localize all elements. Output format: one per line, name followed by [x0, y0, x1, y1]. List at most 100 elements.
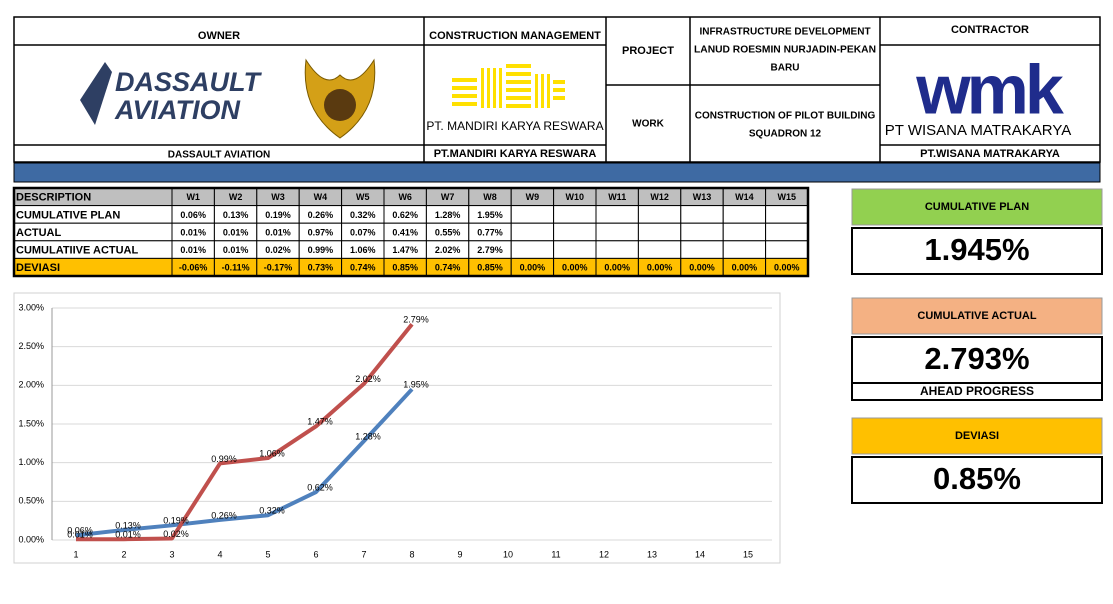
table-cell	[510, 205, 555, 224]
data-label: 1.47%	[307, 417, 333, 427]
table-cell	[553, 240, 597, 259]
table-cell	[553, 222, 597, 242]
chart-frame	[13, 292, 781, 564]
table-text: 0.00%	[647, 263, 673, 273]
data-label: 0.19%	[163, 516, 189, 526]
kpi-header	[851, 417, 1103, 455]
table-header: W15	[778, 192, 797, 202]
table-cell	[637, 240, 682, 259]
table-text: 0.00%	[689, 263, 715, 273]
table-text: CUMULATIIVE ACTUAL	[16, 245, 138, 257]
data-label: 2.79%	[403, 315, 429, 325]
kpi-box	[851, 227, 1103, 275]
data-label: 0.01%	[115, 530, 141, 540]
table-cell	[680, 222, 724, 242]
series-line	[76, 322, 414, 542]
kpi-label: CUMULATIVE PLAN	[925, 201, 1029, 213]
table-header: DESCRIPTION	[16, 192, 91, 204]
table-cell	[680, 240, 724, 259]
table-header: W9	[526, 192, 540, 202]
table-text: 1.06%	[350, 245, 376, 255]
x-tick-label: 6	[313, 549, 318, 559]
dassault-logo: DASSAULT AVIATION	[80, 62, 263, 125]
table-cell	[722, 205, 767, 224]
table-text: 1.47%	[392, 245, 418, 255]
logo-text: wmk	[915, 50, 1064, 128]
x-tick-label: 5	[265, 549, 270, 559]
kpi-label: DEVIASI	[955, 430, 999, 442]
y-tick-label: 1.50%	[18, 418, 44, 428]
table-text: 0.00%	[774, 263, 800, 273]
contractor-name: PT.WISANA MATRAKARYA	[920, 148, 1060, 160]
table-text: ACTUAL	[16, 227, 61, 239]
table-text: 0.01%	[180, 227, 206, 237]
table-text: CUMULATIVE PLAN	[16, 209, 120, 221]
logo-text: PT WISANA MATRAKARYA	[885, 122, 1071, 139]
table-text: 0.00%	[520, 263, 546, 273]
kpi-header	[851, 297, 1103, 335]
table-text: 0.00%	[604, 263, 630, 273]
x-tick-label: 14	[695, 549, 705, 559]
kpi-box	[851, 456, 1103, 504]
table-text: 0.07%	[350, 227, 376, 237]
header-frame	[13, 16, 1101, 163]
table-cell	[765, 240, 809, 259]
table-header: W12	[650, 192, 669, 202]
table-header: W2	[229, 192, 243, 202]
table-border	[12, 186, 810, 278]
project-label: PROJECT	[622, 45, 674, 57]
y-tick-label: 0.00%	[18, 534, 44, 544]
table-text: -0.11%	[222, 263, 250, 273]
project-line: LANUD ROESMIN NURJADIN-PEKAN	[694, 45, 876, 56]
table-text: 0.26%	[308, 210, 334, 220]
x-tick-label: 11	[551, 549, 560, 559]
table-text: 0.55%	[435, 227, 461, 237]
x-tick-label: 2	[121, 549, 126, 559]
table-cell	[722, 222, 767, 242]
x-tick-label: 8	[409, 549, 414, 559]
cm-name: PT.MANDIRI KARYA RESWARA	[434, 148, 597, 160]
kpi-status: AHEAD PROGRESS	[920, 384, 1034, 398]
table-cell	[595, 222, 639, 242]
table-text: 0.06%	[180, 210, 206, 220]
table-cell	[765, 205, 809, 224]
data-label: 1.95%	[403, 380, 429, 390]
table-text: 0.85%	[392, 263, 418, 273]
data-label: 1.28%	[355, 431, 381, 441]
table-header: W11	[608, 192, 626, 202]
table-cell	[510, 240, 555, 259]
work-label: WORK	[632, 119, 664, 130]
table-header: W5	[356, 192, 370, 202]
table-text: 0.41%	[392, 227, 418, 237]
table-text: 0.01%	[180, 245, 206, 255]
x-tick-label: 7	[361, 549, 366, 559]
data-label: 2.02%	[355, 374, 381, 384]
table-text: -0.06%	[179, 263, 208, 273]
table-header: W6	[398, 192, 412, 202]
cm-label: CONSTRUCTION MANAGEMENT	[429, 30, 601, 42]
table-header: W10	[566, 192, 585, 202]
header-band	[13, 162, 1101, 183]
y-tick-label: 2.50%	[18, 341, 44, 351]
table-header: W1	[186, 192, 200, 202]
kpi-header	[851, 188, 1103, 226]
owner-label: OWNER	[198, 30, 240, 42]
mandiri-logo	[452, 64, 565, 108]
logo-text: PT. MANDIRI KARYA RESWARA	[426, 119, 603, 133]
series-line	[75, 387, 414, 538]
x-tick-label: 4	[217, 549, 222, 559]
data-label: 0.02%	[163, 529, 189, 539]
x-tick-label: 1	[73, 549, 78, 559]
x-tick-label: 13	[647, 549, 657, 559]
data-label: 0.06%	[67, 526, 93, 536]
table-text: 0.99%	[308, 245, 334, 255]
emblem	[304, 58, 376, 139]
table-text: 0.77%	[477, 227, 503, 237]
table-text: 0.73%	[308, 263, 334, 273]
table-cell	[595, 240, 639, 259]
table-cell	[765, 222, 809, 242]
table-header: W14	[735, 192, 754, 202]
x-tick-label: 15	[743, 549, 753, 559]
